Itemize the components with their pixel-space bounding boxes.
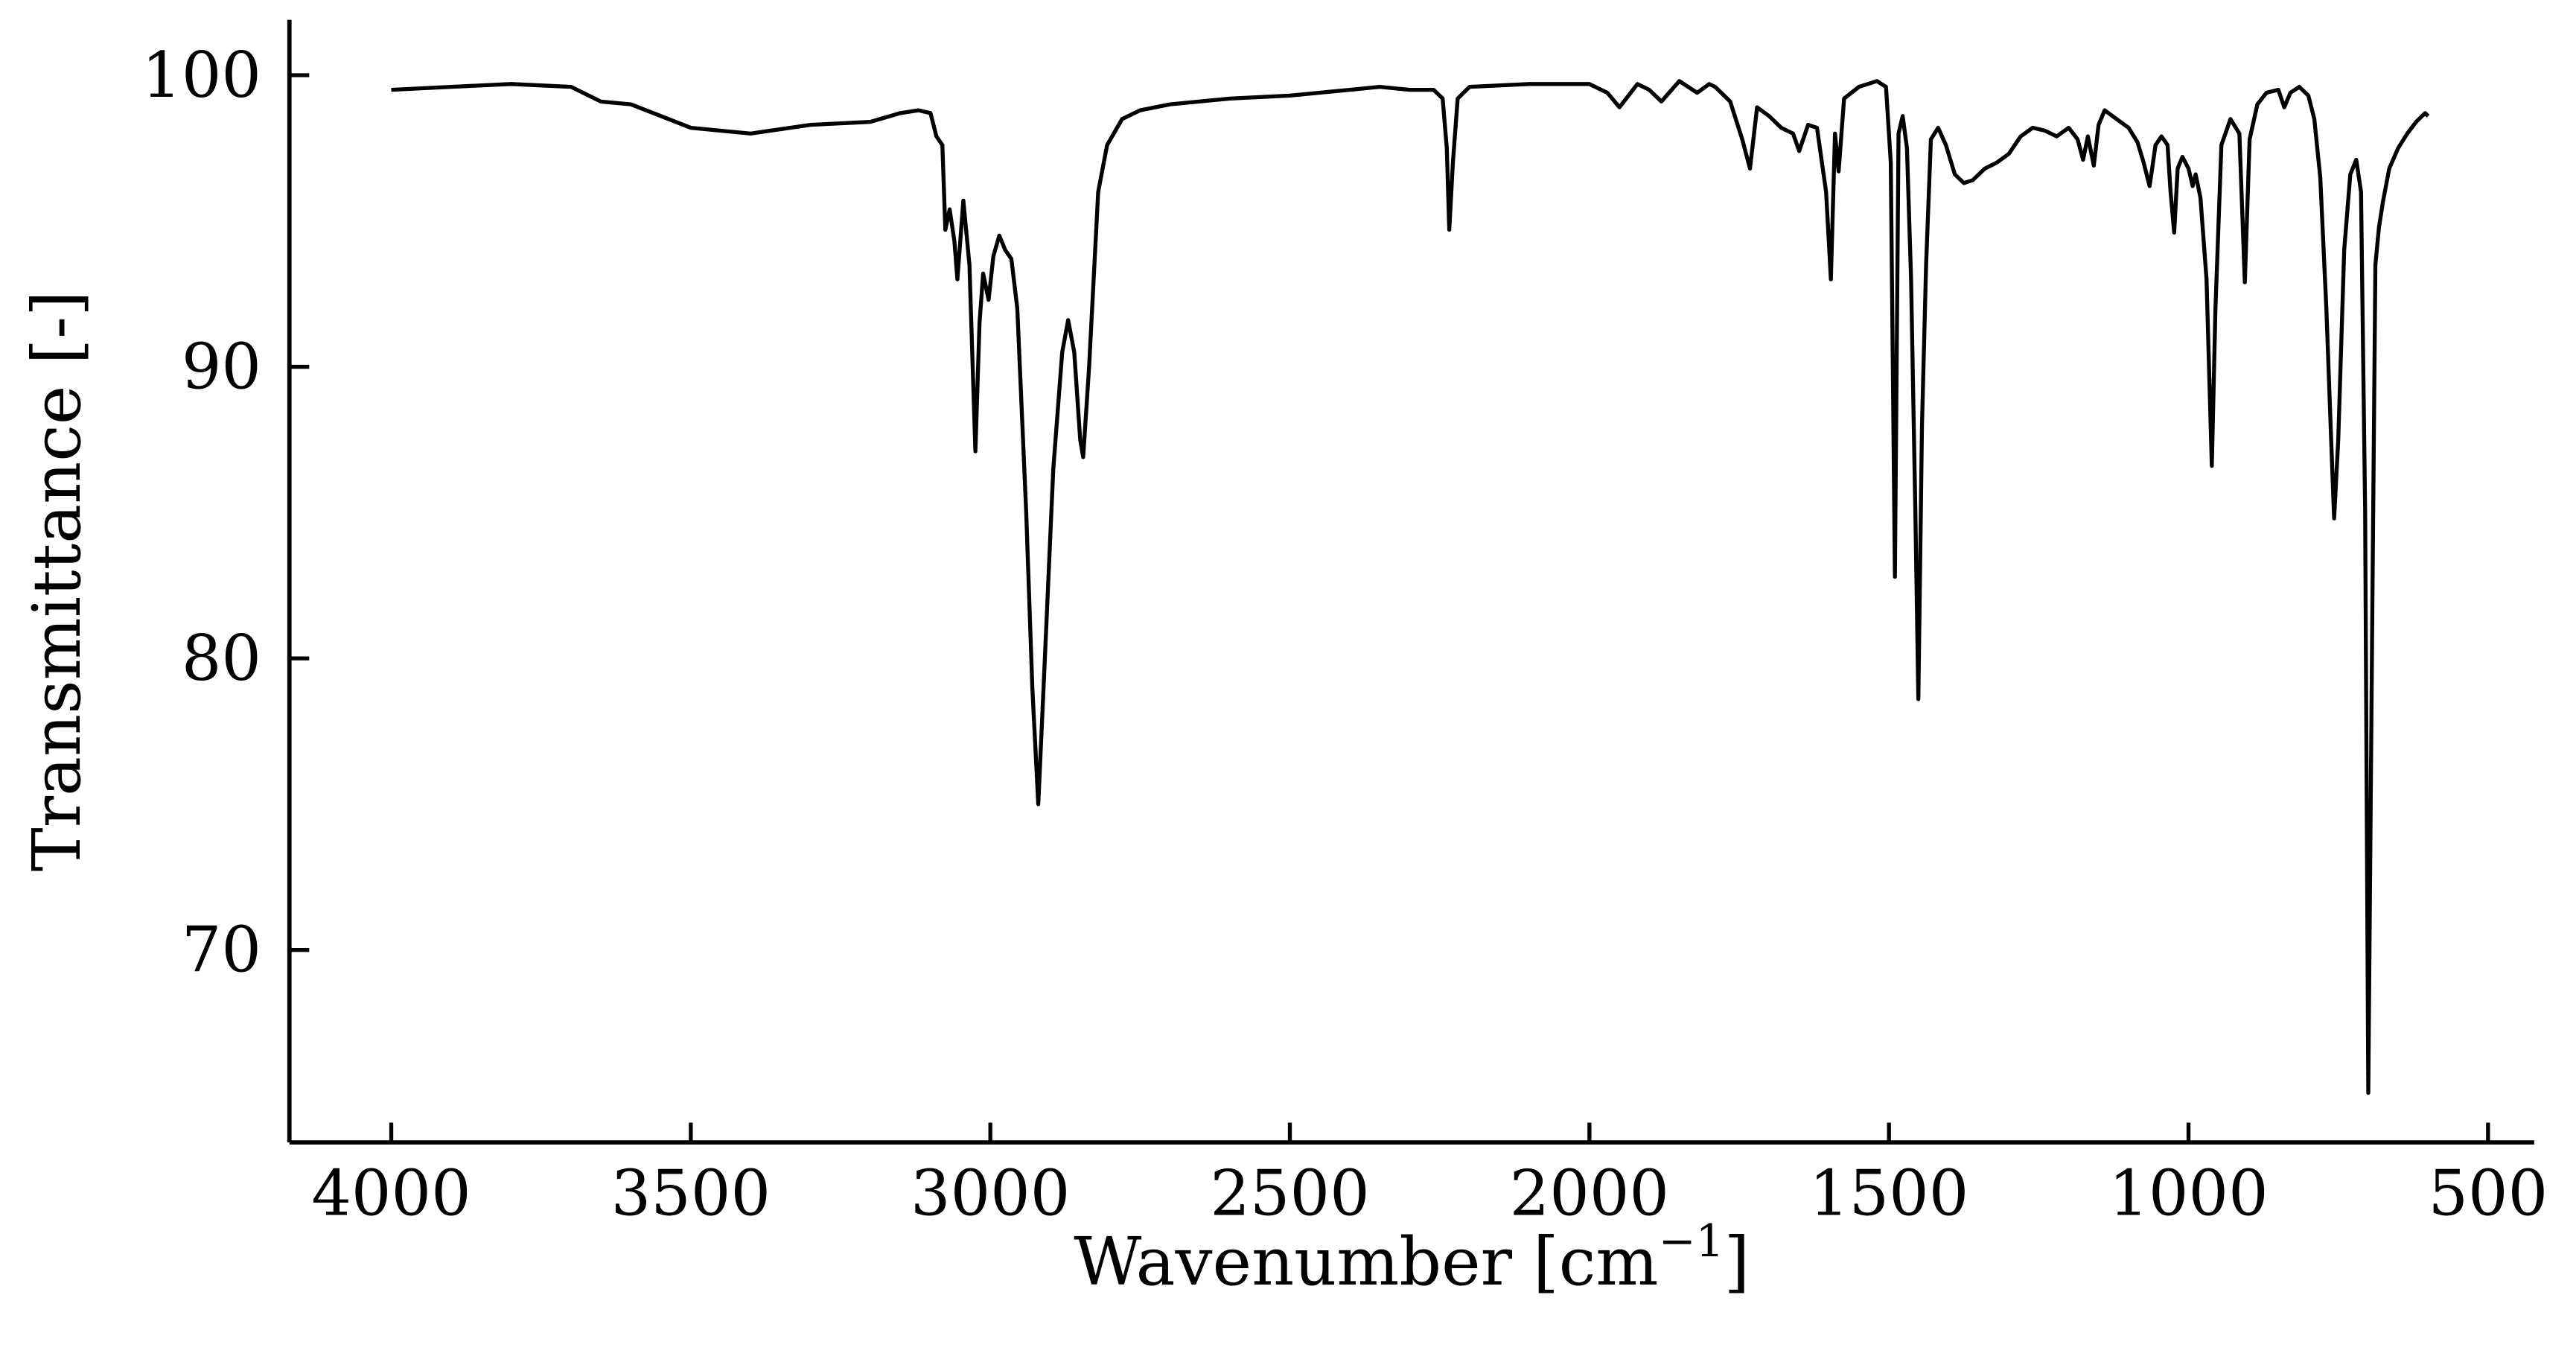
x-tick-label: 3000 <box>911 1157 1070 1230</box>
y-tick-label: 100 <box>141 39 261 112</box>
plot-area <box>391 79 2430 1095</box>
x-tick-label: 500 <box>2428 1157 2548 1230</box>
x-tick-label: 1000 <box>2108 1157 2268 1230</box>
x-axis-title-superscript: −1 <box>1658 1215 1724 1267</box>
x-tick-label: 2500 <box>1210 1157 1369 1230</box>
x-tick-label: 1500 <box>1809 1157 1968 1230</box>
x-tick-label: 2000 <box>1510 1157 1669 1230</box>
y-ticks: 70 80 90 100 <box>141 39 310 987</box>
y-tick-label: 80 <box>182 622 261 695</box>
spectrum-line <box>391 79 2430 1095</box>
x-tick-label: 4000 <box>311 1157 471 1230</box>
y-tick-label: 90 <box>182 330 261 403</box>
x-axis-title-end: ] <box>1724 1223 1750 1300</box>
y-axis-title: Transmittance [-] <box>19 290 95 871</box>
x-ticks: 4000 3500 3000 2500 2000 1500 1000 500 <box>311 1122 2548 1230</box>
x-axis-title: Wavenumber [cm−1] <box>1074 1215 1750 1300</box>
y-tick-label: 70 <box>182 914 261 987</box>
x-axis-title-text: Wavenumber [cm <box>1074 1223 1658 1300</box>
x-tick-label: 3500 <box>611 1157 771 1230</box>
